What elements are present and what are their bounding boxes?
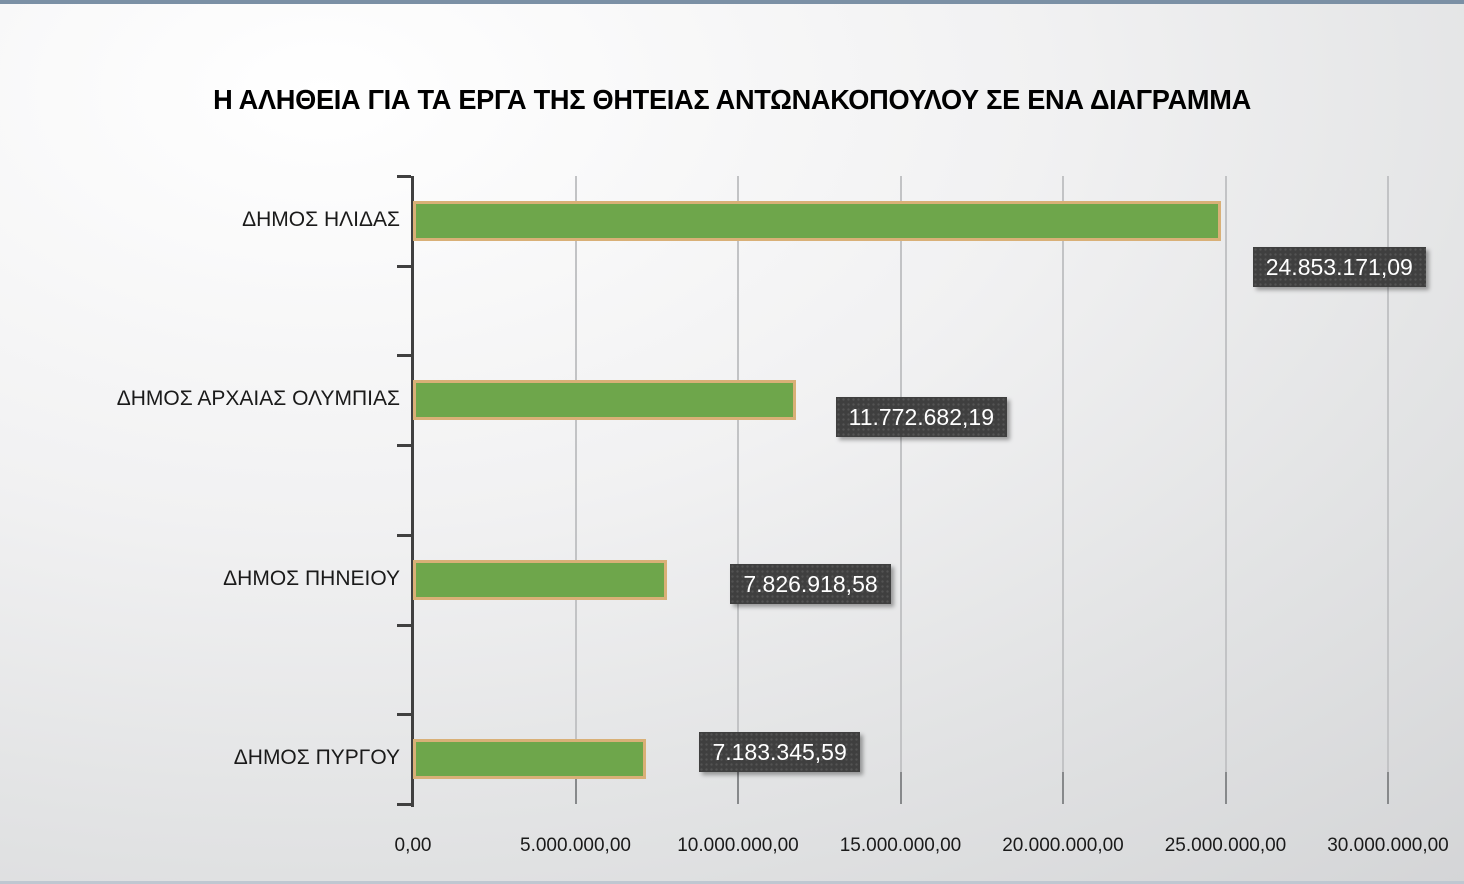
category-label: ΔΗΜΟΣ ΗΛΙΔΑΣ [242, 207, 400, 231]
category-axis-tick [397, 623, 411, 627]
category-axis-tick [397, 264, 411, 268]
axis-tick-mark [1062, 772, 1064, 804]
category-axis-tick [397, 354, 411, 358]
axis-tick-mark [737, 772, 739, 804]
category-label: ΔΗΜΟΣ ΠΥΡΓΟΥ [233, 746, 400, 770]
category-label: ΔΗΜΟΣ ΑΡΧΑΙΑΣ ΟΛΥΜΠΙΑΣ [116, 387, 400, 411]
data-bar [413, 559, 668, 600]
gridline [574, 176, 577, 804]
category-axis-line [411, 176, 414, 807]
axis-tick-mark [1387, 772, 1389, 804]
value-label: 24.853.171,09 [1252, 246, 1426, 287]
value-label: 7.183.345,59 [699, 732, 860, 773]
gridline [899, 176, 902, 804]
chart-title: Η ΑΛΗΘΕΙΑ ΓΙΑ ΤΑ ΕΡΓΑ ΤΗΣ ΘΗΤΕΙΑΣ ΑΝΤΩΝΑ… [213, 84, 1251, 115]
axis-tick-mark [899, 772, 902, 804]
data-bar [413, 380, 796, 421]
value-axis-tick-label: 15.000.000,00 [839, 835, 962, 856]
data-bar [413, 200, 1221, 241]
category-axis-tick [397, 444, 411, 448]
gridline [1387, 176, 1389, 804]
axis-tick-mark [1224, 772, 1227, 804]
gridline [737, 176, 739, 804]
value-axis-tick-label: 0,00 [394, 835, 432, 856]
category-axis-tick [397, 803, 411, 806]
value-axis-tick-label: 5.000.000,00 [520, 835, 631, 856]
value-label: 11.772.682,19 [835, 397, 1007, 438]
value-label: 7.826.918,58 [730, 563, 891, 604]
category-axis-tick [397, 533, 411, 537]
data-bar [413, 739, 647, 780]
value-axis-tick-label: 10.000.000,00 [677, 835, 799, 856]
axis-tick-mark [574, 772, 577, 804]
value-axis-tick-label: 30.000.000,00 [1327, 835, 1449, 856]
category-axis-tick [397, 713, 411, 717]
value-axis-tick-label: 20.000.000,00 [1002, 835, 1124, 856]
value-axis-tick-label: 25.000.000,00 [1164, 835, 1287, 856]
gridline [1224, 176, 1227, 804]
gridline [1062, 176, 1064, 804]
category-label: ΔΗΜΟΣ ΠΗΝΕΙΟΥ [223, 566, 400, 590]
category-axis-tick [397, 175, 411, 178]
